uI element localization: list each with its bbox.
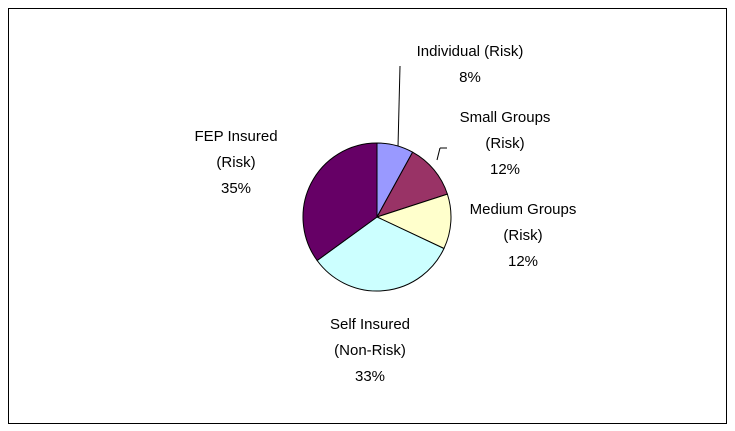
category-label: Medium Groups (Risk) [469, 201, 577, 244]
value-label: 12% [489, 161, 521, 178]
slice-label: Medium Groups (Risk) 12% [467, 197, 579, 275]
value-label: 33% [354, 368, 386, 385]
value-label: 8% [459, 69, 481, 86]
pie-slice [316, 216, 445, 292]
slice-label: Small Groups (Risk) 12% [449, 105, 561, 183]
value-label: 35% [220, 180, 252, 197]
value-label: 12% [507, 253, 539, 270]
category-label: FEP Insured (Risk) [194, 128, 278, 171]
leader-line [397, 65, 401, 148]
category-label: Self Insured (Non-Risk) [329, 316, 411, 359]
slice-label: Individual (Risk) 8% [385, 39, 555, 91]
slice-label: FEP Insured (Risk) 35% [180, 124, 292, 202]
pie-slice [302, 142, 378, 262]
category-label: Small Groups (Risk) [459, 109, 551, 152]
slice-label: Self Insured (Non-Risk) 33% [314, 312, 426, 390]
category-label: Individual (Risk) [416, 43, 524, 60]
leader-line [436, 147, 441, 161]
